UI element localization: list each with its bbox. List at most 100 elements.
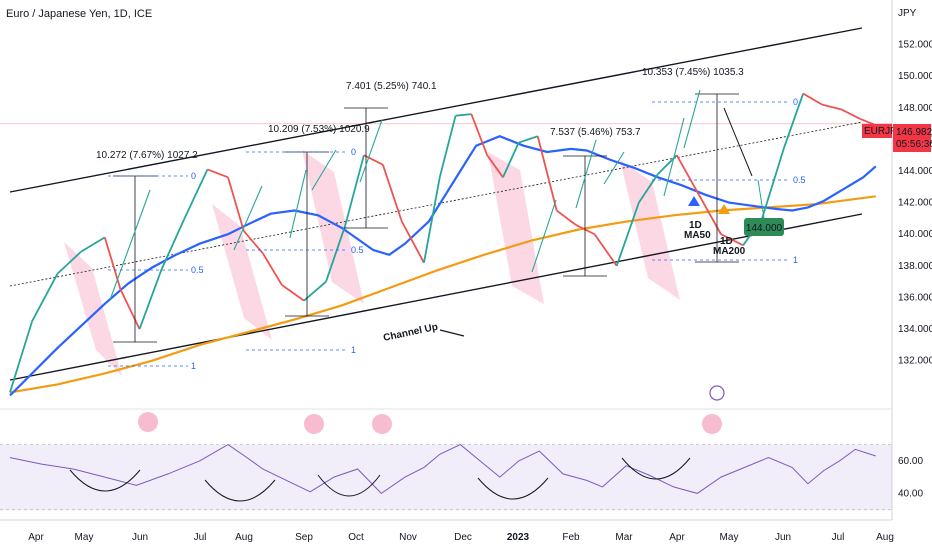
currency-label: JPY bbox=[898, 8, 917, 19]
ma50-label: MA50 bbox=[684, 230, 711, 241]
time-tick: Jul bbox=[194, 532, 207, 543]
impulse-arrow bbox=[683, 89, 701, 149]
price-segment bbox=[720, 233, 744, 247]
channel-lower-line bbox=[9, 213, 863, 381]
price-segment bbox=[502, 142, 520, 178]
rsi-arc bbox=[477, 477, 549, 500]
channel-arrow bbox=[439, 329, 465, 337]
measure-label: 10.353 (7.45%) 1035.3 bbox=[642, 67, 744, 78]
price-tick: 138.000 bbox=[898, 261, 932, 272]
price-segment bbox=[160, 219, 185, 270]
time-tick: Sep bbox=[295, 532, 313, 543]
price-tick: 148.000 bbox=[898, 103, 932, 114]
correction-zone bbox=[64, 242, 122, 376]
price-segment bbox=[103, 237, 122, 290]
price-segment bbox=[455, 113, 472, 117]
time-tick: Jun bbox=[132, 532, 148, 543]
correction-zone bbox=[212, 204, 272, 340]
rsi-arc bbox=[69, 469, 141, 492]
price-segment bbox=[262, 252, 283, 286]
ma200-label: MA200 bbox=[713, 246, 746, 257]
measure-label: 7.537 (5.46%) 753.7 bbox=[550, 127, 641, 138]
impulse-arrow bbox=[359, 119, 383, 183]
last-price-tag bbox=[893, 124, 931, 152]
symbol-tag bbox=[862, 124, 892, 138]
impulse-arrow bbox=[575, 139, 597, 209]
rsi-line bbox=[9, 444, 876, 495]
price-segment bbox=[638, 173, 659, 204]
price-segment bbox=[486, 154, 504, 178]
price-tick: 142.000 bbox=[898, 198, 932, 209]
impulse-arrow bbox=[311, 149, 337, 191]
time-tick: Jul bbox=[832, 532, 845, 543]
price-segment bbox=[243, 230, 264, 254]
ma50-marker bbox=[688, 196, 700, 206]
price-segment bbox=[401, 221, 425, 264]
fib-label: 0 bbox=[191, 171, 196, 181]
time-tick: 2023 bbox=[507, 532, 530, 543]
price-segment bbox=[325, 226, 346, 282]
price-segment bbox=[423, 177, 441, 263]
price-segment bbox=[9, 320, 33, 393]
price-tick: 136.000 bbox=[898, 292, 932, 303]
rsi-tick: 40.00 bbox=[898, 488, 923, 499]
price-segment bbox=[518, 135, 539, 144]
correction-zone bbox=[488, 152, 544, 304]
price-tick: 132.000 bbox=[898, 356, 932, 367]
ma200-marker bbox=[718, 204, 730, 214]
fib-label: 1 bbox=[351, 345, 356, 355]
correction-zone bbox=[302, 150, 364, 304]
price-segment bbox=[281, 284, 305, 302]
price-segment bbox=[761, 147, 786, 219]
channel-mid-line bbox=[9, 121, 863, 287]
fib-label: 0.5 bbox=[351, 245, 364, 255]
time-tick: May bbox=[75, 532, 94, 543]
rsi-peak-marker bbox=[372, 414, 392, 434]
chart-title: Euro / Japanese Yen, 1D, ICE bbox=[6, 8, 153, 20]
ma50-label: 1D bbox=[689, 220, 702, 231]
time-tick: Feb bbox=[562, 532, 580, 543]
measure-label: 7.401 (5.25%) 740.1 bbox=[346, 81, 437, 92]
channel-upper-line bbox=[9, 27, 863, 193]
rsi-arc bbox=[621, 457, 691, 480]
price-segment bbox=[182, 169, 209, 221]
fib-label: 1 bbox=[191, 361, 196, 371]
price-segment bbox=[470, 113, 489, 156]
time-tick: Apr bbox=[669, 532, 685, 543]
price-segment bbox=[802, 92, 823, 106]
channel-label: Channel Up bbox=[382, 322, 439, 344]
time-tick: Aug bbox=[235, 532, 253, 543]
ma50-line bbox=[9, 135, 877, 397]
fib-label: 0 bbox=[351, 147, 356, 157]
correction-zone bbox=[620, 160, 680, 300]
price-tick: 152.000 bbox=[898, 40, 932, 51]
rsi-peak-marker bbox=[702, 414, 722, 434]
impulse-arrow bbox=[603, 151, 625, 185]
price-segment bbox=[80, 236, 106, 253]
impulse-arrow bbox=[663, 117, 685, 197]
price-segment bbox=[438, 115, 457, 178]
fib-label: 1 bbox=[793, 255, 798, 265]
price-segment bbox=[119, 289, 141, 330]
impulse-arrow bbox=[233, 185, 263, 251]
time-tick: May bbox=[720, 532, 739, 543]
price-segment bbox=[536, 136, 558, 211]
time-tick: Oct bbox=[348, 532, 364, 543]
price-segment bbox=[821, 103, 842, 111]
measure-label: 10.272 (7.67%) 1027.2 bbox=[96, 150, 198, 161]
price-tick: 144.000 bbox=[898, 166, 932, 177]
price-segment bbox=[303, 280, 327, 302]
projection-arrow bbox=[723, 107, 753, 177]
price-segment bbox=[783, 93, 805, 148]
price-segment bbox=[382, 164, 403, 222]
target-label: 144.000 bbox=[746, 223, 783, 234]
rsi-peak-marker bbox=[138, 412, 158, 432]
rsi-tick: 60.00 bbox=[898, 456, 923, 467]
price-segment bbox=[615, 202, 640, 267]
time-tick: Aug bbox=[876, 532, 894, 543]
price-segment bbox=[31, 273, 59, 322]
fib-label: 0.5 bbox=[191, 265, 204, 275]
price-tick: 150.000 bbox=[898, 71, 932, 82]
time-tick: Nov bbox=[399, 532, 417, 543]
